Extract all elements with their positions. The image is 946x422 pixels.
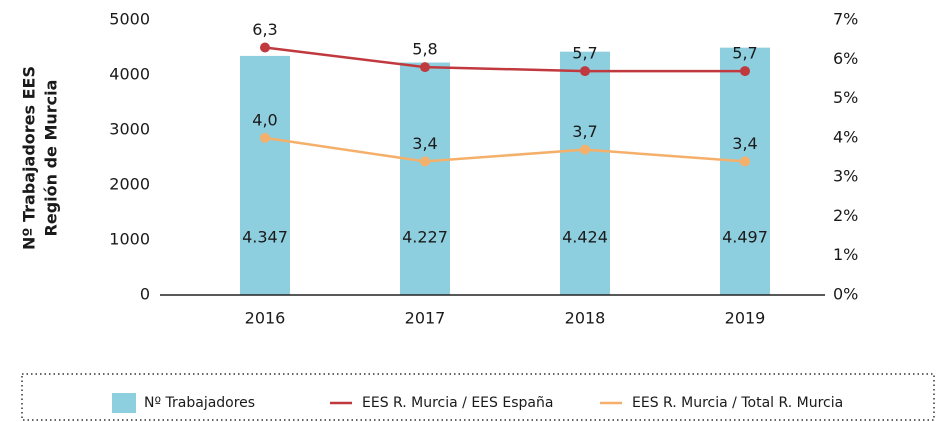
y-tick-label: 0 (140, 285, 150, 304)
x-tick-label: 2019 (725, 309, 766, 328)
line (264, 46, 745, 73)
data-label: 5,7 (572, 44, 597, 63)
line-point (260, 42, 270, 53)
y2-tick-label: 5% (833, 88, 858, 107)
line (264, 136, 746, 163)
y2-tick-label: 6% (833, 49, 858, 68)
y2-tick-label: 7% (833, 10, 858, 29)
bar (720, 47, 770, 295)
line-point (580, 66, 590, 77)
y2-tick-label: 3% (833, 167, 858, 186)
y2-tick-label: 2% (833, 206, 858, 225)
data-label: 5,8 (412, 40, 437, 59)
line-point (740, 156, 750, 167)
y-axis-label-line: Región de Murcia (42, 80, 61, 237)
y-tick-label: 1000 (109, 230, 150, 249)
data-label: 4.347 (242, 228, 288, 247)
y-tick-label: 4000 (109, 65, 150, 84)
y-tick-label: 2000 (109, 175, 150, 194)
data-label: 6,3 (252, 20, 277, 39)
x-tick-label: 2016 (245, 309, 286, 328)
legend-swatch (112, 393, 136, 413)
y-tick-label: 3000 (109, 120, 150, 139)
y-tick-label: 5000 (109, 10, 150, 29)
line-point (420, 62, 430, 73)
legend-label: EES R. Murcia / Total R. Murcia (632, 395, 843, 411)
data-label: 3,7 (572, 122, 597, 141)
line-point (420, 156, 430, 167)
bar (240, 55, 290, 295)
data-label: 4.424 (562, 228, 608, 247)
legend-label: Nº Trabajadores (144, 395, 255, 411)
data-label: 4.497 (722, 228, 768, 247)
data-label: 5,7 (732, 44, 757, 63)
data-label: 3,4 (412, 134, 437, 153)
y-axis-label-line: Nº Trabajadores EES (20, 66, 39, 250)
line-point (740, 66, 750, 77)
line-point (260, 132, 270, 143)
x-tick-label: 2018 (565, 309, 606, 328)
y-axis-label: Nº Trabajadores EES Región de Murcia (20, 66, 61, 250)
data-label: 4,0 (252, 110, 277, 129)
line-point (580, 144, 590, 155)
y2-tick-label: 1% (833, 245, 858, 264)
bar (560, 51, 610, 296)
x-tick-label: 2017 (405, 309, 446, 328)
data-label: 3,4 (732, 134, 757, 153)
y2-tick-label: 0% (833, 285, 858, 304)
bar (400, 62, 450, 295)
y2-tick-label: 4% (833, 127, 858, 146)
data-label: 4.227 (402, 228, 448, 247)
legend-box (21, 373, 935, 421)
legend-label: EES R. Murcia / EES España (362, 395, 553, 411)
